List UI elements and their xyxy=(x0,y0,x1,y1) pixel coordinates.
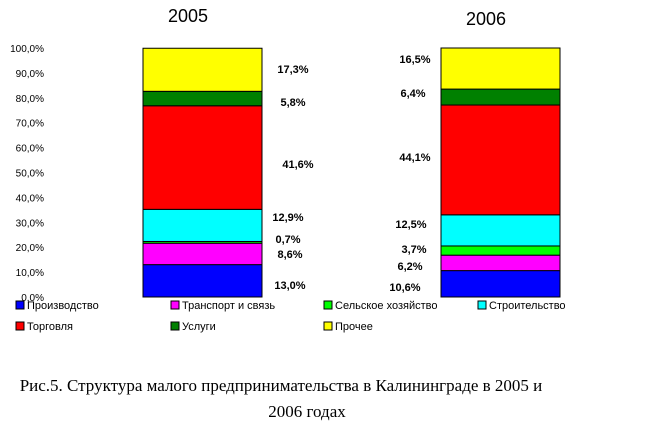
y-tick-label: 50,0% xyxy=(16,169,44,180)
y-tick-label: 70,0% xyxy=(16,119,44,130)
y-tick-label: 40,0% xyxy=(16,193,44,204)
data-label: 44,1% xyxy=(399,152,430,164)
y-tick-label: 60,0% xyxy=(16,144,44,155)
y-tick-label: 20,0% xyxy=(16,243,44,254)
legend-swatch xyxy=(15,321,25,331)
category-title-2006: 2006 xyxy=(466,9,506,29)
bar-segment xyxy=(142,90,263,107)
bar-segment xyxy=(142,208,263,242)
stacked-bar-chart: 0,0% 10,0% 20,0% 30,0% 40,0% 50,0% 60,0% 70,0% 8… xyxy=(10,6,566,333)
y-tick-label: 100,0% xyxy=(10,44,44,55)
legend-swatch xyxy=(15,300,25,310)
bar-segment xyxy=(142,47,263,92)
data-label: 6,4% xyxy=(400,88,425,100)
bar-segment xyxy=(142,242,263,266)
bar-segment xyxy=(440,47,561,90)
bar-segment xyxy=(440,104,561,216)
data-label: 12,9% xyxy=(272,212,303,224)
data-label: 8,6% xyxy=(277,249,302,261)
legend-label: Производство xyxy=(27,300,99,312)
data-label: 12,5% xyxy=(395,219,426,231)
data-label: 3,7% xyxy=(401,244,426,256)
bar-segment xyxy=(440,254,561,272)
data-label: 0,7% xyxy=(275,234,300,246)
bar-segment xyxy=(440,245,561,256)
data-label: 41,6% xyxy=(282,159,313,171)
y-tick-label: 0,0% xyxy=(21,293,44,304)
category-title-2005: 2005 xyxy=(168,6,208,26)
legend-label: Прочее xyxy=(335,321,373,333)
y-tick-label: 30,0% xyxy=(16,218,44,229)
bar-segment xyxy=(142,105,263,210)
legend-swatch xyxy=(323,300,333,310)
y-tick-label: 90,0% xyxy=(16,69,44,80)
data-label: 6,2% xyxy=(397,261,422,273)
y-tick-label: 10,0% xyxy=(16,268,44,279)
legend-label: Сельское хозяйство xyxy=(335,300,437,312)
legend-label: Услуги xyxy=(182,321,216,333)
data-label: 17,3% xyxy=(277,64,308,76)
bar-segment xyxy=(440,270,561,298)
legend-label: Транспорт и связь xyxy=(182,300,275,312)
y-tick-label: 80,0% xyxy=(16,94,44,105)
bar-segment xyxy=(440,88,561,106)
legend-swatch xyxy=(477,300,487,310)
figure-caption-line-2: 2006 годах xyxy=(268,402,346,421)
data-label: 16,5% xyxy=(399,54,430,66)
legend-label: Торговля xyxy=(27,321,73,333)
bar-segment xyxy=(142,264,263,298)
legend-swatch xyxy=(323,321,333,331)
legend-swatch xyxy=(170,300,180,310)
legend-swatch xyxy=(170,321,180,331)
bar-segment xyxy=(440,214,561,247)
data-label: 5,8% xyxy=(280,97,305,109)
figure-caption-line-1: Рис.5. Структура малого предпринимательс… xyxy=(19,376,543,395)
legend-label: Строительство xyxy=(489,300,566,312)
data-label: 10,6% xyxy=(389,282,420,294)
data-label: 13,0% xyxy=(274,280,305,292)
